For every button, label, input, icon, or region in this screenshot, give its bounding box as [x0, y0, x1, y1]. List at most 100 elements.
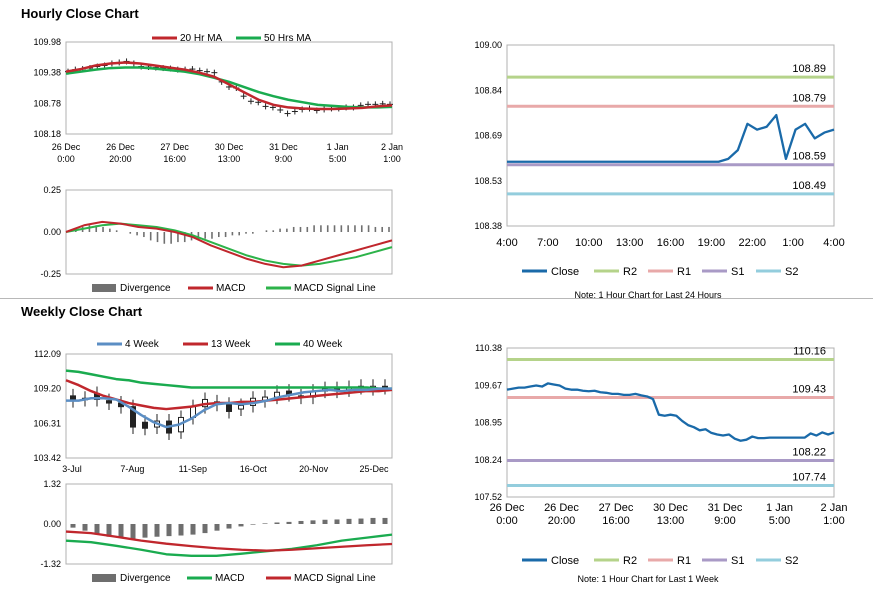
hourly-24h-y-tick: 108.84 — [474, 85, 502, 95]
hourly-24h-y-tick: 108.69 — [474, 131, 502, 141]
weekly-price-y-tick: 103.42 — [33, 453, 61, 463]
legend-ma20-label: 20 Hr MA — [180, 33, 223, 44]
hourly-price-x-tick-date: 1 Jan — [327, 142, 349, 152]
weekly-1w-y-tick: 109.67 — [474, 380, 502, 390]
legend-hourly-divergence-label: Divergence — [120, 283, 171, 294]
hourly-price-x-tick-date: 26 Dec — [106, 142, 135, 152]
weekly-1w-x-tick-time: 16:00 — [602, 515, 630, 527]
hourly-24h-y-tick: 108.38 — [474, 221, 502, 231]
hourly-price-x-tick-date: 2 Jan — [381, 142, 403, 152]
weekly-divergence-bar — [202, 524, 208, 534]
section-divider — [0, 298, 873, 299]
weekly-candle-body — [226, 403, 232, 412]
hourly-price-x-tick-time: 0:00 — [57, 154, 75, 164]
hourly-24h-x-tick: 16:00 — [657, 237, 685, 249]
weekly-divergence-bar — [358, 518, 364, 524]
hourly-24h-x-tick: 7:00 — [537, 237, 558, 249]
weekly-1w-x-tick-time: 20:00 — [548, 515, 576, 527]
legend-ma50-label: 50 Hrs MA — [264, 33, 312, 44]
weekly-1w-legend-label-r2: R2 — [623, 555, 637, 567]
hourly-price-y-tick: 108.78 — [33, 98, 61, 108]
weekly-price-y-tick: 106.31 — [33, 418, 61, 428]
hourly-price-y-tick: 109.38 — [33, 68, 61, 78]
weekly-divergence-bar — [310, 520, 316, 524]
hourly-24h-legend-label-s2: S2 — [785, 266, 798, 278]
weekly-1w-level-label-r1: 109.43 — [792, 383, 826, 395]
weekly-price-x-tick: 7-Aug — [120, 464, 144, 474]
weekly-1w-legend-label-close: Close — [551, 555, 579, 567]
weekly-divergence-bar — [70, 524, 76, 528]
weekly-candle-body — [130, 406, 136, 428]
weekly-price-x-tick: 16-Oct — [240, 464, 268, 474]
hourly-price-x-tick-time: 1:00 — [383, 154, 401, 164]
weekly-price-plot-frame — [65, 353, 393, 459]
hourly-price-x-tick-time: 5:00 — [329, 154, 347, 164]
weekly-divergence-bar — [238, 524, 244, 527]
hourly-24h-legend-label-close: Close — [551, 266, 579, 278]
hourly-signal-line — [65, 222, 393, 267]
legend-w13-label: 13 Week — [211, 339, 251, 350]
weekly-divergence-bar — [142, 524, 148, 538]
weekly-divergence-bar — [118, 524, 124, 538]
hourly-24h-plot-frame — [506, 44, 835, 227]
weekly-1w-x-tick-date: 1 Jan — [766, 502, 793, 514]
weekly-1w-note: Note: 1 Hour Chart for Last 1 Week — [578, 574, 719, 584]
hourly-24h-level-label-s2: 108.49 — [792, 180, 826, 192]
hourly-24h-note: Note: 1 Hour Chart for Last 24 Hours — [574, 290, 722, 300]
weekly-1w-y-tick: 108.95 — [474, 418, 502, 428]
ma50-line — [65, 66, 393, 109]
weekly-1w-y-tick: 110.38 — [475, 343, 502, 353]
weekly-1w-level-label-s1: 108.22 — [792, 447, 826, 459]
hourly-section-title: Hourly Close Chart — [21, 6, 139, 21]
hourly-24h-x-tick: 19:00 — [698, 237, 726, 249]
hourly-price-x-tick-time: 16:00 — [163, 154, 186, 164]
w40-line — [65, 369, 392, 390]
weekly-price-y-tick: 112.09 — [34, 349, 61, 359]
weekly-divergence-bar — [166, 524, 172, 537]
weekly-divergence-bar — [190, 524, 196, 535]
weekly-divergence-bar — [226, 524, 232, 529]
weekly-divergence-bar — [178, 524, 184, 536]
w4-line — [66, 387, 392, 429]
weekly-1w-legend-label-s1: S1 — [731, 555, 744, 567]
hourly-macd-y-tick: 0.00 — [43, 227, 61, 237]
hourly-macd-plot-frame — [65, 189, 393, 275]
weekly-1w-y-tick: 107.52 — [474, 492, 502, 502]
weekly-1w-x-tick-date: 26 Dec — [490, 502, 525, 514]
hourly-price-x-tick-time: 20:00 — [109, 154, 132, 164]
weekly-1w-level-label-s2: 107.74 — [792, 472, 826, 484]
weekly-price-x-tick: 25-Dec — [359, 464, 389, 474]
weekly-price-y-tick: 109.20 — [33, 384, 61, 394]
weekly-macd-y-tick: 0.00 — [43, 519, 61, 529]
weekly-divergence-bar — [214, 524, 220, 531]
hourly-macd-y-tick: -0.25 — [40, 269, 61, 279]
hourly-price-plot-frame — [65, 41, 393, 135]
weekly-1w-x-tick-date: 27 Dec — [599, 502, 634, 514]
hourly-24h-level-label-s1: 108.59 — [792, 151, 826, 163]
hourly-24h-x-tick: 4:00 — [823, 237, 844, 249]
weekly-1w-x-tick-date: 26 Dec — [544, 502, 579, 514]
legend-w40-label: 40 Week — [303, 339, 343, 350]
weekly-divergence-bar — [154, 524, 160, 537]
legend-hourly-signal-label: MACD Signal Line — [294, 283, 376, 294]
weekly-divergence-bar — [382, 517, 388, 524]
hourly-24h-level-label-r2: 108.89 — [792, 63, 826, 75]
hourly-macd-line — [65, 220, 393, 269]
weekly-signal-line — [65, 530, 393, 552]
hourly-24h-y-tick: 109.00 — [474, 40, 502, 50]
weekly-macd-plot-frame — [65, 483, 393, 565]
weekly-1w-x-tick-time: 1:00 — [823, 515, 844, 527]
weekly-divergence-bar — [250, 524, 256, 525]
hourly-24h-x-tick: 13:00 — [616, 237, 644, 249]
hourly-price-y-tick: 109.98 — [33, 37, 61, 47]
weekly-macd-y-tick: 1.32 — [43, 479, 61, 489]
weekly-divergence-bar — [286, 521, 292, 524]
weekly-1w-x-tick-time: 5:00 — [769, 515, 790, 527]
legend-weekly-divergence-swatch — [92, 574, 116, 582]
weekly-1w-legend-label-r1: R1 — [677, 555, 691, 567]
weekly-candle-body — [142, 421, 148, 429]
weekly-1w-y-tick: 108.24 — [474, 455, 502, 465]
weekly-candle-body — [238, 404, 244, 410]
legend-weekly-macd-label: MACD — [215, 573, 244, 584]
